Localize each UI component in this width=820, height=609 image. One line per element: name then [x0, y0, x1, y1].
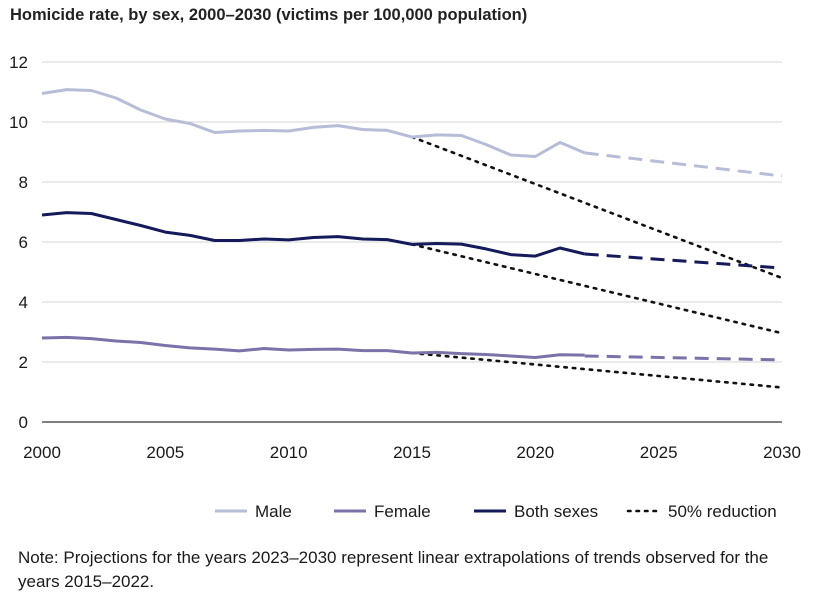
projection-line-male	[584, 151, 783, 178]
y-tick-label: 4	[19, 293, 28, 312]
y-tick-label: 6	[19, 233, 28, 252]
y-tick-label: 0	[19, 413, 28, 432]
y-axis-tick-labels: 0 2 4 6 8 10 12	[9, 53, 28, 432]
x-axis-tick-labels: 2000 2005 2010 2015 2020 2025 2030	[23, 443, 801, 462]
series-line-both-sexes	[41, 211, 586, 258]
legend-label-50-reduction: 50% reduction	[668, 502, 777, 521]
series-lines	[41, 88, 784, 389]
x-tick-label: 2000	[23, 443, 61, 462]
x-tick-label: 2010	[270, 443, 308, 462]
legend-label-male: Male	[255, 502, 292, 521]
x-tick-label: 2015	[393, 443, 431, 462]
reduction-line	[410, 351, 784, 389]
projection-line-female	[584, 354, 783, 362]
y-tick-label: 8	[19, 173, 28, 192]
x-tick-label: 2005	[146, 443, 184, 462]
legend: Male Female Both sexes 50% reduction	[215, 502, 777, 521]
x-tick-label: 2020	[516, 443, 554, 462]
x-tick-label: 2025	[640, 443, 678, 462]
y-tick-label: 10	[9, 113, 28, 132]
y-tick-label: 12	[9, 53, 28, 72]
line-chart: 0 2 4 6 8 10 12 2000 2005 2010 2015 2020 2025 2030 M…	[9, 53, 801, 521]
y-tick-label: 2	[19, 353, 28, 372]
legend-label-female: Female	[374, 502, 431, 521]
chart-title: Homicide rate, by sex, 2000–2030 (victim…	[10, 6, 528, 24]
chart-note: Note: Projections for the years 2023–203…	[18, 548, 769, 591]
gridlines	[42, 61, 782, 423]
x-tick-label: 2030	[763, 443, 801, 462]
projection-line-both-sexes	[584, 252, 783, 270]
series-line-female	[41, 335, 585, 359]
series-line-male	[41, 88, 586, 158]
reduction-line	[410, 243, 784, 335]
legend-label-both-sexes: Both sexes	[514, 502, 598, 521]
reduction-line	[410, 135, 784, 280]
